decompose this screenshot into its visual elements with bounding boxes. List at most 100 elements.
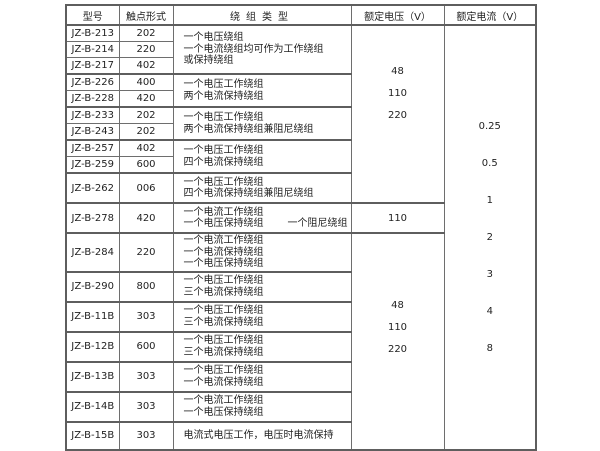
model-cell: JZ-B-243 [65,123,120,141]
winding-line: 四个电流保持绕组兼阻尼绕组 [183,188,314,199]
table-row: JZ-B-13B 303 一个电压工作绕组 一个电流保持绕组 [65,360,536,392]
table-row: JZ-B-259 600 [65,156,536,174]
table-row: JZ-B-243 202 [65,123,536,141]
winding-line: 一个电压工作绕组 [183,275,264,286]
model-cell: JZ-B-214 [65,41,120,58]
winding-cell: 一个电压工作绕组 两个电流保持绕组 [172,73,352,108]
header-row: 型号 触点形式 绕组类型 额定电压（V） 额定电流（V） [65,4,537,26]
contact-cell: 303 [118,360,174,392]
voltage-cell: 48 110 220 [350,24,445,204]
voltage-value: 220 [387,344,408,356]
current-value: 1 [486,194,493,206]
winding-line-part: 一个阻尼绕组 [287,218,348,229]
voltage-value: 110 [387,322,408,334]
winding-line: 电流式电压工作，电压时电流保持 [183,429,334,441]
winding-line: 一个电压工作绕组 [183,176,264,188]
table-row: JZ-B-214 220 [65,41,536,58]
contact-cell: 402 [118,139,174,157]
model-cell: JZ-B-284 [65,232,120,272]
winding-cell: 一个电压工作绕组 三个电流保持绕组 [172,330,352,362]
contact-cell: 220 [118,232,174,272]
table-row: JZ-B-233 202 一个电压工作绕组 两个电流保持绕组兼阻尼绕组 [65,106,536,141]
column-header-rated-current: 额定电流（V） [443,4,537,26]
winding-cell: 一个电流工作绕组 一个电压保持绕组 一个阻尼绕组 [172,202,352,234]
voltage-value: 220 [387,110,408,121]
table-row: JZ-B-11B 303 一个电压工作绕组 三个电流保持绕组 [65,300,536,332]
voltage-value: 48 [391,300,404,312]
column-header-winding-type: 绕组类型 [172,4,352,26]
winding-line: 一个电压工作绕组 [183,365,264,376]
contact-cell: 202 [118,123,174,141]
winding-cell: 电流式电压工作，电压时电流保持 [172,420,352,450]
table-row: JZ-B-226 400 一个电压工作绕组 两个电流保持绕组 [65,73,536,108]
current-value: 3 [486,268,493,280]
voltage-value: 110 [387,88,408,99]
page: 型号 触点形式 绕组类型 额定电压（V） 额定电流（V） JZ-B-213 20… [65,4,537,451]
model-cell: JZ-B-257 [65,139,120,157]
column-header-model: 型号 [65,4,120,26]
table-row: JZ-B-217 402 [65,57,536,75]
contact-cell: 400 [118,73,174,91]
winding-line: 四个电流保持绕组 [183,156,264,168]
winding-line: 三个电流保持绕组 [183,316,264,328]
column-header-contact-form: 触点形式 [118,4,174,26]
voltage-values: 48 110 220 [352,295,443,361]
winding-cell: 一个电压绕组 一个电流绕组均可作为工作绕组 或保持绕组 [172,24,352,75]
contact-cell: 420 [118,202,174,234]
contact-cell: 402 [118,57,174,75]
winding-line: 一个电流绕组均可作为工作绕组 [183,43,324,55]
current-value: 0.25 [478,120,501,132]
relay-spec-table: 型号 触点形式 绕组类型 额定电压（V） 额定电流（V） JZ-B-213 20… [65,4,537,451]
winding-line: 一个电压工作绕组 [183,145,264,156]
current-value: 8 [486,342,493,354]
model-cell: JZ-B-15B [65,420,120,450]
winding-cell: 一个电流工作绕组 一个电流保持绕组 一个电压保持绕组 [172,232,352,272]
winding-cell: 一个电压工作绕组 三个电流保持绕组 [172,270,352,302]
winding-line: 一个电压工作绕组 [183,112,264,123]
contact-cell: 303 [118,420,174,450]
voltage-values: 48 110 220 [352,61,443,127]
contact-cell: 202 [118,24,174,42]
winding-cell: 一个电流工作绕组 一个电压保持绕组 [172,390,352,422]
table-row: JZ-B-257 402 一个电压工作绕组 四个电流保持绕组 [65,139,536,174]
winding-cell: 一个电压工作绕组 四个电流保持绕组兼阻尼绕组 [172,172,352,204]
contact-cell: 420 [118,90,174,108]
model-cell: JZ-B-213 [65,24,120,42]
model-cell: JZ-B-12B [65,330,120,362]
table-row: JZ-B-262 006 一个电压工作绕组 四个电流保持绕组兼阻尼绕组 [65,172,536,204]
winding-line: 一个电压保持绕组 [183,406,264,418]
current-value: 4 [486,305,493,317]
winding-cell: 一个电压工作绕组 三个电流保持绕组 [172,300,352,332]
table-row: JZ-B-290 800 一个电压工作绕组 三个电流保持绕组 [65,270,536,302]
table-row: JZ-B-213 202 一个电压绕组 一个电流绕组均可作为工作绕组 或保持绕组… [65,24,537,450]
current-values: 0.25 0.5 1 2 3 4 8 [445,108,535,367]
winding-line: 一个电压工作绕组 [183,305,264,316]
winding-cell: 一个电压工作绕组 一个电流保持绕组 [172,360,352,392]
winding-line: 一个电压保持绕组 [183,258,264,269]
model-cell: JZ-B-11B [65,300,120,332]
winding-line: 三个电流保持绕组 [183,346,264,358]
winding-line: 一个电流工作绕组 [183,206,264,218]
winding-line: 两个电流保持绕组兼阻尼绕组 [183,123,314,135]
contact-cell: 006 [118,172,174,204]
model-cell: JZ-B-13B [65,360,120,392]
winding-line: 一个电流保持绕组 [183,376,264,388]
voltage-value: 110 [387,212,408,224]
voltage-cell: 110 [350,202,445,234]
contact-cell: 220 [118,41,174,58]
model-cell: JZ-B-233 [65,106,120,124]
model-cell: JZ-B-278 [65,202,120,234]
winding-line: 一个电流保持绕组 [183,246,264,258]
winding-line: 一个电压绕组 [183,32,244,44]
table-row: JZ-B-228 420 [65,90,536,108]
contact-cell: 600 [118,156,174,174]
winding-line: 一个电流工作绕组 [183,395,264,406]
current-value: 0.5 [481,157,498,169]
contact-cell: 600 [118,330,174,362]
voltage-cell: 48 110 220 [350,232,445,450]
model-cell: JZ-B-14B [65,390,120,422]
model-cell: JZ-B-290 [65,270,120,302]
contact-cell: 303 [118,390,174,422]
winding-cell: 一个电压工作绕组 两个电流保持绕组兼阻尼绕组 [172,106,352,141]
table-row: JZ-B-12B 600 一个电压工作绕组 三个电流保持绕组 [65,330,536,362]
